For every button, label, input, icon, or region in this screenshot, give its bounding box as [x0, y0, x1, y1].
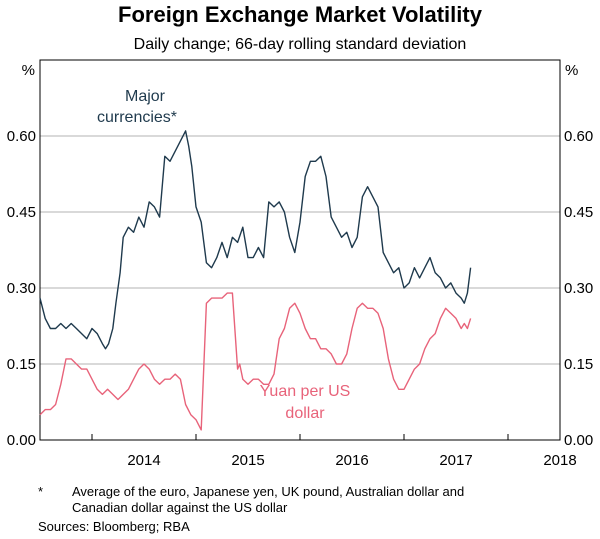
series-label-yuan-line-1: Yuan per US — [260, 383, 351, 400]
y-tick-right-0.30: 0.30 — [564, 280, 593, 297]
y-tick-right-0.15: 0.15 — [564, 356, 593, 373]
x-tick-label-2017: 2017 — [439, 452, 472, 469]
x-tick-label-2015: 2015 — [231, 452, 264, 469]
chart-title: Foreign Exchange Market Volatility — [118, 2, 482, 27]
series-label-major-line-2: currencies* — [97, 109, 177, 126]
footnote-line-1: Average of the euro, Japanese yen, UK po… — [72, 484, 465, 499]
series-label-major-line-1: Major — [125, 88, 166, 105]
y-axis-unit-left: % — [22, 62, 35, 79]
x-tick-label-2016: 2016 — [335, 452, 368, 469]
series-label-yuan-line-2: dollar — [285, 405, 325, 422]
y-tick-left-0.60: 0.60 — [7, 128, 36, 145]
y-tick-left-0.00: 0.00 — [7, 432, 36, 449]
y-axis-unit-right: % — [565, 62, 578, 79]
y-tick-right-0.00: 0.00 — [564, 432, 593, 449]
footnote-line-2: Canadian dollar against the US dollar — [72, 500, 288, 515]
y-tick-left-0.45: 0.45 — [7, 204, 36, 221]
sources-note: Sources: Bloomberg; RBA — [38, 519, 190, 534]
footnote-marker: * — [38, 484, 44, 499]
y-tick-left-0.30: 0.30 — [7, 280, 36, 297]
y-tick-right-0.45: 0.45 — [564, 204, 593, 221]
series-line-yuan — [39, 292, 472, 431]
y-tick-left-0.15: 0.15 — [7, 356, 36, 373]
y-tick-right-0.60: 0.60 — [564, 128, 593, 145]
chart-subtitle: Daily change; 66-day rolling standard de… — [133, 36, 467, 53]
x-tick-label-2018: 2018 — [543, 452, 576, 469]
footnote: Average of the euro, Japanese yen, UK po… — [72, 484, 572, 516]
series-line-major-currencies — [39, 130, 472, 350]
x-tick-label-2014: 2014 — [127, 452, 160, 469]
